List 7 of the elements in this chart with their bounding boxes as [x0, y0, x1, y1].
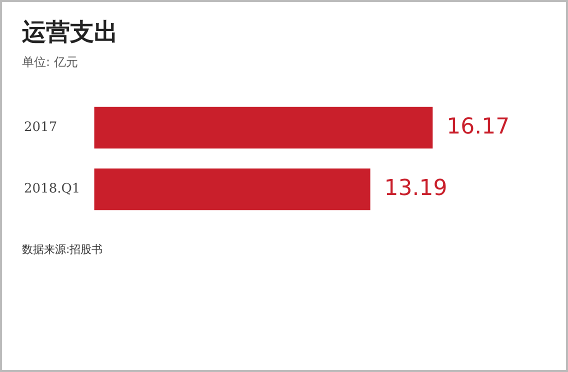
chart-title: 运营支出 — [22, 17, 118, 48]
y-tick-label: 2018.Q1 — [24, 182, 80, 197]
data-label: 13.19 — [384, 176, 448, 202]
source-note: 数据来源:招股书 — [22, 242, 103, 257]
chart-subtitle: 单位: 亿元 — [22, 54, 78, 71]
data-label: 16.17 — [446, 114, 510, 140]
y-tick-label: 2017 — [24, 120, 58, 136]
